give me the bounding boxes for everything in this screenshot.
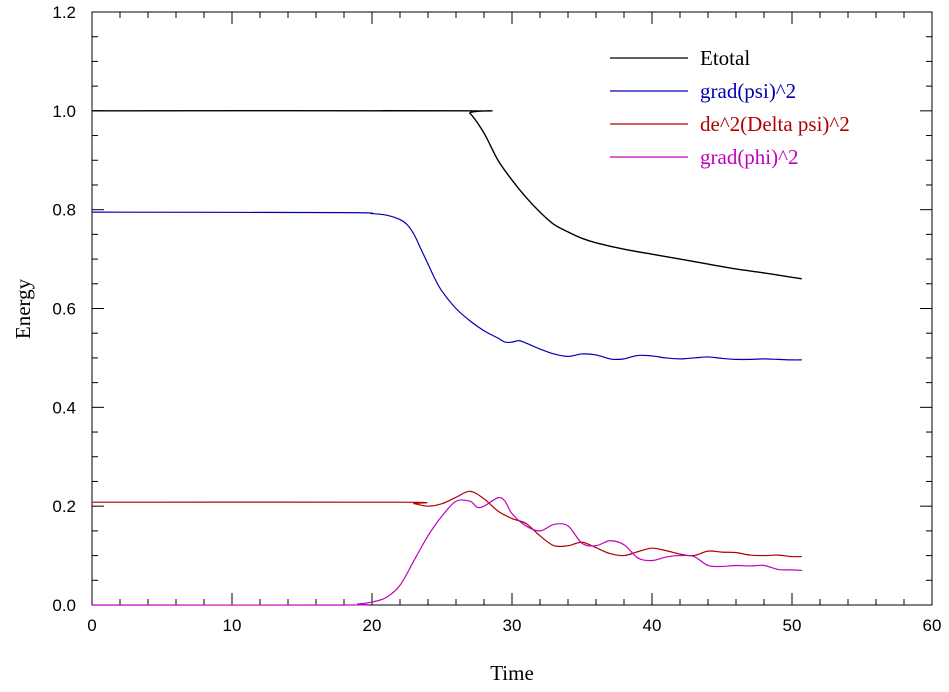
axis-tick-labels: 0 10 20 30 40 50 60 0.0 0.2 0.4 0.6 0.8 1.0 1.2 xyxy=(52,3,941,635)
axis-ticks xyxy=(91,11,933,606)
legend-label: Etotal xyxy=(700,46,750,70)
x-tick-label: 10 xyxy=(223,616,242,635)
y-tick-label: 0.6 xyxy=(52,300,76,319)
y-tick-label: 1.2 xyxy=(52,3,76,22)
series-line-1 xyxy=(91,109,802,280)
y-tick-label: 0.2 xyxy=(52,497,76,516)
x-tick-label: 50 xyxy=(783,616,802,635)
legend-label: de^2(Delta psi)^2 xyxy=(700,112,850,136)
legend: Etotal grad(psi)^2 de^2(Delta psi)^2 grad(p… xyxy=(610,46,850,169)
y-tick-label: 0.8 xyxy=(52,201,76,220)
series-line-2 xyxy=(91,211,802,361)
legend-label: grad(phi)^2 xyxy=(700,145,799,169)
y-axis-title: Energy xyxy=(11,278,35,339)
y-tick-label: 0.0 xyxy=(52,596,76,615)
y-tick-label: 0.4 xyxy=(52,398,76,417)
plot-frame xyxy=(91,11,933,606)
x-tick-label: 30 xyxy=(503,616,522,635)
series-line-3 xyxy=(91,490,802,558)
x-tick-label: 60 xyxy=(923,616,942,635)
x-tick-label: 40 xyxy=(643,616,662,635)
series-lines xyxy=(91,109,802,606)
legend-label: grad(psi)^2 xyxy=(700,79,796,103)
y-tick-label: 1.0 xyxy=(52,102,76,121)
series-line-4 xyxy=(91,496,802,606)
x-axis-title: Time xyxy=(490,661,534,685)
x-tick-label: 20 xyxy=(363,616,382,635)
x-tick-label: 0 xyxy=(87,616,96,635)
